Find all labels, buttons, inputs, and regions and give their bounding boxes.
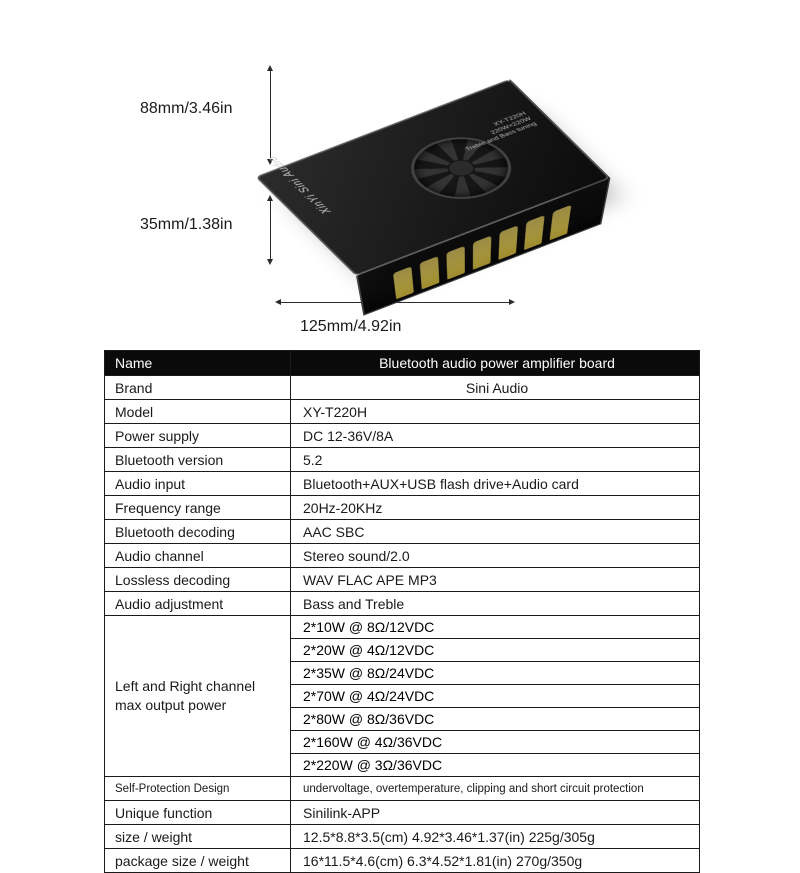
spec-header-value: Bluetooth audio power amplifier board [291,351,699,375]
spec-row: Audio adjustmentBass and Treble [105,591,699,615]
spec-value: 12.5*8.8*3.5(cm) 4.92*3.46*1.37(in) 225g… [291,825,699,848]
capacitor-icon [393,266,414,299]
spec-power-value: 2*80W @ 8Ω/36VDC [291,707,699,730]
spec-power-value: 2*20W @ 4Ω/12VDC [291,638,699,661]
board-brand-text: XinYi Sini Audio [264,154,334,215]
spec-row: package size / weight16*11.5*4.6(cm) 6.3… [105,848,699,872]
spec-value: Bass and Treble [291,592,699,615]
spec-label: size / weight [105,825,291,848]
dim-arrow-width [270,70,271,160]
spec-value: AAC SBC [291,520,699,543]
spec-label: Frequency range [105,496,291,519]
spec-row-power: Left and Right channel max output power2… [105,615,699,776]
spec-label: Bluetooth version [105,448,291,471]
spec-value: 20Hz-20KHz [291,496,699,519]
spec-label: Brand [105,376,291,399]
dim-length-label: 125mm/4.92in [300,318,401,336]
capacitor-icon [420,256,440,289]
spec-label: Audio adjustment [105,592,291,615]
spec-row: BrandSini Audio [105,375,699,399]
spec-value: Sini Audio [291,376,699,399]
spec-label: Lossless decoding [105,568,291,591]
spec-label: Power supply [105,424,291,447]
spec-power-value: 2*35W @ 8Ω/24VDC [291,661,699,684]
capacitor-icon [550,205,572,241]
dim-width-label: 88mm/3.46in [140,100,233,118]
spec-value: 16*11.5*4.6(cm) 6.3*4.52*1.81(in) 270g/3… [291,849,699,872]
spec-value: undervoltage, overtemperature, clipping … [291,777,699,800]
spec-row: Audio inputBluetooth+AUX+USB flash drive… [105,471,699,495]
spec-label: Unique function [105,801,291,824]
spec-label: Self-Protection Design [105,777,291,800]
spec-label: package size / weight [105,849,291,872]
dim-height-label: 35mm/1.38in [140,216,233,234]
spec-value: DC 12-36V/8A [291,424,699,447]
spec-value: Bluetooth+AUX+USB flash drive+Audio card [291,472,699,495]
spec-row: Bluetooth version5.2 [105,447,699,471]
spec-value-list: 2*10W @ 8Ω/12VDC2*20W @ 4Ω/12VDC2*35W @ … [291,616,699,776]
spec-label: Audio channel [105,544,291,567]
spec-power-value: 2*70W @ 4Ω/24VDC [291,684,699,707]
spec-row: Frequency range20Hz-20KHz [105,495,699,519]
spec-header-row: Name Bluetooth audio power amplifier boa… [105,351,699,375]
capacitor-icon [473,236,491,270]
spec-value: 5.2 [291,448,699,471]
capacitor-icon [524,215,545,250]
spec-row: Audio channelStereo sound/2.0 [105,543,699,567]
spec-header-label: Name [105,351,291,375]
spec-table: Name Bluetooth audio power amplifier boa… [104,350,700,873]
spec-value: Sinilink-APP [291,801,699,824]
capacitor-icon [446,246,465,280]
spec-value: XY-T220H [291,400,699,423]
spec-value: Stereo sound/2.0 [291,544,699,567]
dimension-diagram: 88mm/3.46in 35mm/1.38in 125mm/4.92in Xin… [120,40,680,340]
board-top-face: XinYi Sini Audio XY-T220H 220W×220W Treb… [255,79,610,276]
spec-row: Bluetooth decodingAAC SBC [105,519,699,543]
spec-power-value: 2*10W @ 8Ω/12VDC [291,616,699,638]
amplifier-board: XinYi Sini Audio XY-T220H 220W×220W Treb… [255,63,684,308]
spec-row: size / weight12.5*8.8*3.5(cm) 4.92*3.46*… [105,824,699,848]
spec-row: Lossless decodingWAV FLAC APE MP3 [105,567,699,591]
spec-power-value: 2*160W @ 4Ω/36VDC [291,730,699,753]
spec-label: Bluetooth decoding [105,520,291,543]
spec-row: ModelXY-T220H [105,399,699,423]
spec-power-value: 2*220W @ 3Ω/36VDC [291,753,699,776]
spec-row: Power supplyDC 12-36V/8A [105,423,699,447]
spec-row: Unique functionSinilink-APP [105,800,699,824]
dim-arrow-height [270,200,271,260]
spec-label: Left and Right channel max output power [105,616,291,776]
spec-label: Audio input [105,472,291,495]
capacitor-icon [498,225,518,260]
spec-row: Self-Protection Designundervoltage, over… [105,776,699,800]
control-knob-icon [577,189,589,213]
spec-label: Model [105,400,291,423]
spec-value: WAV FLAC APE MP3 [291,568,699,591]
